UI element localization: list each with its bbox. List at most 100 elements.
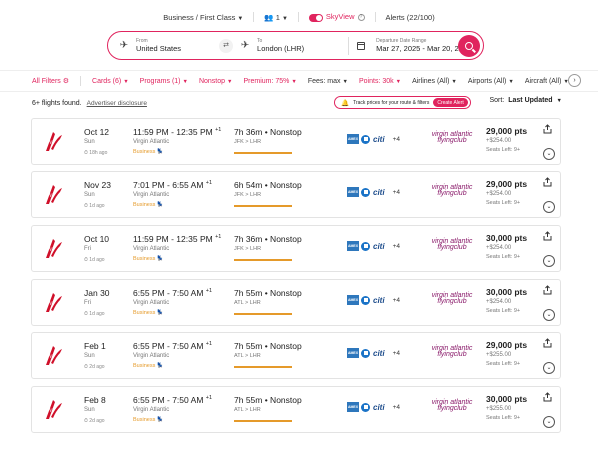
share-icon[interactable] [543, 338, 552, 348]
filter-label: Points: 30k [358, 77, 394, 85]
route-bar [234, 152, 292, 154]
filter-all[interactable]: All Filters ⚙ [32, 77, 69, 85]
flight-route: JFK > LHR [234, 192, 262, 198]
flyingclub-logo: virgin atlantic flyingclub [424, 131, 480, 153]
swap-icon[interactable]: ⇄ [219, 38, 234, 53]
bell-icon: 🔔 [341, 99, 350, 107]
share-icon[interactable] [543, 231, 552, 241]
flight-date: Feb 1 [84, 341, 106, 351]
expand-chevron-icon[interactable]: ⌄ [543, 201, 555, 213]
filter-programs[interactable]: Programs (1) ▼ [140, 78, 188, 85]
points-price: 30,000 pts [486, 233, 528, 243]
seats-left: Seats Left: 9+ [486, 254, 521, 260]
filter-cards[interactable]: Cards (6) ▼ [92, 78, 129, 85]
expand-chevron-icon[interactable]: ⌄ [543, 362, 555, 374]
sort-select[interactable]: Sort: Last Updated ▼ [489, 97, 562, 104]
filter-nonstop[interactable]: Nonstop ▼ [199, 78, 233, 85]
track-prices-banner: 🔔 Track prices for your route & filters … [334, 96, 471, 109]
search-bar: ✈ From United States ⇄ ✈ To London (LHR) D… [107, 31, 484, 60]
expand-chevron-icon[interactable]: ⌄ [543, 309, 555, 321]
flight-weekday: Sun [84, 139, 95, 145]
share-icon[interactable] [543, 177, 552, 187]
clock-icon: ⏱ [84, 311, 88, 317]
filter-label: Aircraft (All) [524, 77, 562, 85]
flight-route: JFK > LHR [234, 139, 262, 145]
program-subname: flyingclub [437, 190, 467, 197]
flight-duration: 7h 36m • Nonstop [234, 234, 302, 244]
taxes-fees: +$255.00 [486, 406, 512, 412]
filter-airlines[interactable]: Airlines (All) ▼ [412, 78, 457, 85]
program-name: virgin atlantic [431, 345, 473, 352]
flight-date: Oct 10 [84, 234, 110, 244]
filter-airports[interactable]: Airports (All) ▼ [468, 78, 514, 85]
flight-card[interactable]: V Feb 8 Sun ⏱ 2d ago 6:55 PM - 7:50 AM +… [31, 386, 561, 433]
flight-card[interactable]: V Oct 12 Sun ⏱ 18h ago 11:59 PM - 12:35 … [31, 118, 561, 165]
filter-points[interactable]: Points: 30k ▼ [359, 78, 401, 85]
filter-label: Premium: 75% [243, 77, 290, 85]
search-icon [465, 42, 473, 50]
more-partners[interactable]: +4 [392, 135, 400, 143]
virgin-atlantic-logo-icon: V [46, 185, 62, 204]
flight-duration: 7h 55m • Nonstop [234, 288, 302, 298]
search-button[interactable] [458, 35, 480, 57]
airline-name: Virgin Atlantic [133, 407, 170, 413]
citi-icon: citi [373, 348, 385, 358]
passenger-select[interactable]: 👥 1 ▼ [264, 13, 288, 22]
cabin-label: Business [133, 363, 156, 369]
filter-label: Programs (1) [139, 77, 181, 85]
advertiser-disclosure-link[interactable]: Advertiser disclosure [86, 99, 147, 107]
from-field[interactable]: ✈ From United States [118, 38, 181, 53]
cabin-select[interactable]: Business / First Class ▼ [163, 13, 243, 22]
flight-card[interactable]: V Jan 30 Fri ⏱ 1d ago 6:55 PM - 7:50 AM … [31, 279, 561, 326]
more-partners[interactable]: +4 [392, 242, 400, 250]
create-alert-button[interactable]: Create Alert [433, 98, 468, 107]
filter-fees[interactable]: Fees: max ▼ [308, 78, 348, 85]
flight-route: ATL > LHR [234, 407, 261, 413]
transfer-partners: AMEX citi +4 [347, 134, 400, 144]
transfer-partners: AMEX citi +4 [347, 241, 400, 251]
chevron-right-icon[interactable]: › [568, 74, 581, 87]
to-field[interactable]: ✈ To London (LHR) [239, 38, 304, 53]
filter-bar: All Filters ⚙ Cards (6) ▼ Programs (1) ▼ N… [0, 70, 598, 92]
alerts-link[interactable]: Alerts (22/100) [385, 12, 435, 22]
chevron-down-icon: ▼ [395, 78, 402, 85]
virgin-atlantic-logo-icon: V [46, 346, 62, 365]
calendar-icon [357, 41, 366, 50]
share-icon[interactable] [543, 124, 552, 134]
chevron-down-icon: ▼ [451, 78, 457, 85]
airline-name: Virgin Atlantic [133, 139, 170, 145]
virgin-atlantic-logo-icon: V [46, 239, 62, 258]
expand-chevron-icon[interactable]: ⌄ [543, 416, 555, 428]
flight-time-range: 6:55 PM - 7:50 AM [133, 395, 204, 405]
more-partners[interactable]: +4 [392, 349, 400, 357]
help-icon[interactable]: ? [357, 14, 365, 21]
transfer-partners: AMEX citi +4 [347, 295, 400, 305]
more-partners[interactable]: +4 [392, 403, 400, 411]
share-icon[interactable] [543, 285, 552, 295]
chase-icon [361, 134, 370, 144]
share-icon[interactable] [543, 392, 552, 402]
dates-value: Mar 27, 2025 - Mar 20, 2026 [376, 44, 472, 53]
program-subname: flyingclub [437, 137, 467, 144]
svg-text:V: V [49, 409, 53, 414]
users-icon: 👥 [264, 12, 274, 22]
chevron-down-icon: ▼ [563, 78, 569, 85]
flight-card[interactable]: V Feb 1 Sun ⏱ 2d ago 6:55 PM - 7:50 AM +… [31, 332, 561, 379]
filter-aircraft[interactable]: Aircraft (All) ▼ [525, 78, 569, 85]
flight-time-range: 11:59 PM - 12:35 PM [133, 234, 213, 244]
filter-premium[interactable]: Premium: 75% ▼ [243, 78, 296, 85]
more-partners[interactable]: +4 [392, 296, 400, 304]
flight-card[interactable]: V Oct 10 Fri ⏱ 1d ago 11:59 PM - 12:35 P… [31, 225, 561, 272]
cabin-label: Business [133, 310, 156, 316]
expand-chevron-icon[interactable]: ⌄ [543, 148, 555, 160]
flight-duration: 7h 55m • Nonstop [234, 395, 302, 405]
date-range-field[interactable]: Departure Date Range Mar 27, 2025 - Mar 2… [357, 38, 471, 53]
flight-card[interactable]: V Nov 23 Sun ⏱ 1d ago 7:01 PM - 6:55 AM … [31, 171, 561, 218]
expand-chevron-icon[interactable]: ⌄ [543, 255, 555, 267]
more-partners[interactable]: +4 [392, 188, 400, 196]
sort-label: Sort: [489, 97, 505, 104]
skyview-toggle[interactable]: SkyView? [308, 12, 365, 22]
flight-duration: 7h 55m • Nonstop [234, 341, 302, 351]
last-seen-text: 18h ago [89, 150, 108, 156]
toggle-switch[interactable] [308, 13, 323, 22]
